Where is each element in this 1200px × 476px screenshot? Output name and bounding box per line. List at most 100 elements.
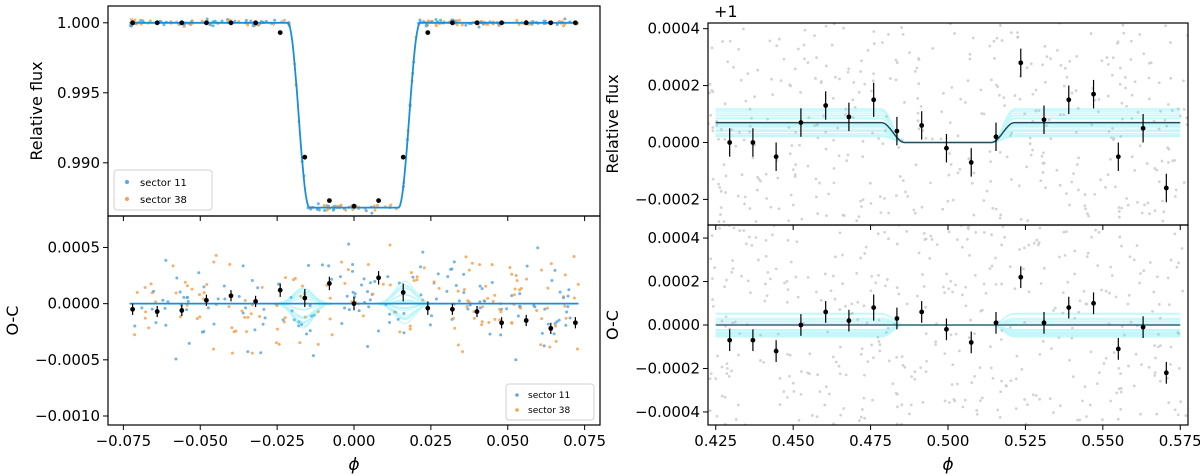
- sector11-point: [305, 332, 309, 336]
- transit_residuals-xlabel: ϕ: [348, 455, 359, 475]
- unbinned-point: [736, 403, 740, 407]
- unbinned-point: [808, 352, 812, 356]
- unbinned-point: [799, 392, 803, 396]
- unbinned-point: [794, 275, 798, 279]
- unbinned-point: [1159, 344, 1162, 348]
- unbinned-point: [916, 96, 920, 100]
- sector38-point: [575, 347, 579, 351]
- unbinned-point: [724, 174, 728, 178]
- unbinned-point: [762, 360, 765, 364]
- unbinned-point: [819, 81, 823, 85]
- sector11-point: [462, 272, 466, 276]
- unbinned-point: [1000, 329, 1004, 332]
- unbinned-point: [846, 153, 850, 157]
- unbinned-point: [865, 321, 869, 325]
- unbinned-point: [1028, 142, 1032, 146]
- unbinned-point: [861, 139, 865, 143]
- unbinned-point: [900, 26, 903, 29]
- unbinned-point: [793, 173, 797, 176]
- sector11-point: [297, 324, 301, 328]
- unbinned-point: [748, 124, 752, 128]
- unbinned-point: [1118, 66, 1122, 70]
- unbinned-point: [711, 304, 715, 308]
- sector38-point: [133, 18, 137, 22]
- unbinned-point: [871, 79, 875, 83]
- unbinned-point: [709, 113, 713, 117]
- unbinned-point: [1009, 31, 1013, 35]
- unbinned-point: [1165, 124, 1169, 128]
- unbinned-point: [1062, 113, 1066, 117]
- unbinned-point: [861, 155, 865, 159]
- unbinned-point: [838, 231, 842, 235]
- unbinned-point: [1022, 267, 1025, 271]
- sector11-point: [244, 18, 248, 22]
- unbinned-point: [832, 138, 835, 142]
- unbinned-point: [1177, 261, 1180, 265]
- unbinned-point: [888, 77, 892, 80]
- unbinned-point: [1109, 399, 1113, 403]
- unbinned-point: [1175, 265, 1179, 269]
- unbinned-point: [970, 381, 974, 385]
- unbinned-point: [1115, 391, 1119, 395]
- unbinned-point: [906, 195, 910, 198]
- unbinned-point: [1053, 306, 1057, 310]
- unbinned-point: [1065, 192, 1068, 196]
- unbinned-point: [942, 285, 945, 289]
- unbinned-point: [1074, 130, 1078, 134]
- unbinned-point: [952, 398, 956, 401]
- unbinned-point: [788, 152, 792, 156]
- binned-point: [1140, 324, 1146, 330]
- unbinned-point: [774, 267, 778, 271]
- unbinned-point: [1026, 219, 1030, 223]
- unbinned-point: [1034, 394, 1038, 397]
- sector11-point: [262, 307, 266, 311]
- unbinned-point: [838, 77, 841, 81]
- unbinned-point: [1119, 390, 1123, 394]
- unbinned-point: [947, 287, 951, 291]
- sector38-point: [246, 315, 250, 319]
- unbinned-point: [947, 230, 951, 234]
- unbinned-point: [999, 390, 1003, 394]
- binned-point: [573, 20, 578, 26]
- unbinned-point: [1037, 109, 1041, 113]
- unbinned-point: [730, 128, 734, 132]
- unbinned-point: [905, 230, 909, 233]
- unbinned-point: [832, 422, 835, 425]
- unbinned-point: [908, 412, 911, 416]
- unbinned-point: [948, 401, 951, 404]
- unbinned-point: [1169, 345, 1173, 349]
- x-tick-label: 0.450: [772, 432, 815, 450]
- sector38-point: [316, 310, 320, 314]
- sector38-point: [250, 351, 254, 355]
- unbinned-point: [726, 60, 730, 64]
- unbinned-point: [1162, 210, 1166, 214]
- sector11-point: [376, 329, 380, 333]
- unbinned-point: [859, 256, 862, 260]
- unbinned-point: [1097, 231, 1101, 234]
- sector38-point: [129, 18, 133, 22]
- eclipse_residuals-axes: 0.0004 0.0002 0.0000 −0.0002 −0.0004 0.425 0.4…: [635, 229, 1200, 450]
- unbinned-point: [769, 205, 773, 209]
- unbinned-point: [968, 57, 972, 61]
- unbinned-point: [1111, 56, 1115, 60]
- unbinned-point: [776, 176, 780, 180]
- unbinned-point: [864, 245, 868, 249]
- x-tick-label: 0.050: [486, 432, 529, 450]
- unbinned-point: [973, 332, 976, 336]
- unbinned-point: [930, 238, 934, 241]
- unbinned-point: [908, 51, 911, 55]
- unbinned-point: [948, 121, 952, 124]
- unbinned-point: [725, 278, 728, 282]
- sector38-point: [540, 268, 544, 272]
- unbinned-point: [1090, 123, 1094, 127]
- sector11-point: [300, 322, 304, 326]
- unbinned-point: [963, 398, 967, 402]
- unbinned-point: [842, 407, 846, 410]
- legend-marker-sector38: [125, 197, 129, 201]
- sector38-point: [277, 342, 281, 346]
- sector38-point: [283, 276, 287, 280]
- sector11-point: [430, 314, 434, 318]
- binned-point: [277, 287, 283, 293]
- unbinned-point: [1014, 407, 1018, 411]
